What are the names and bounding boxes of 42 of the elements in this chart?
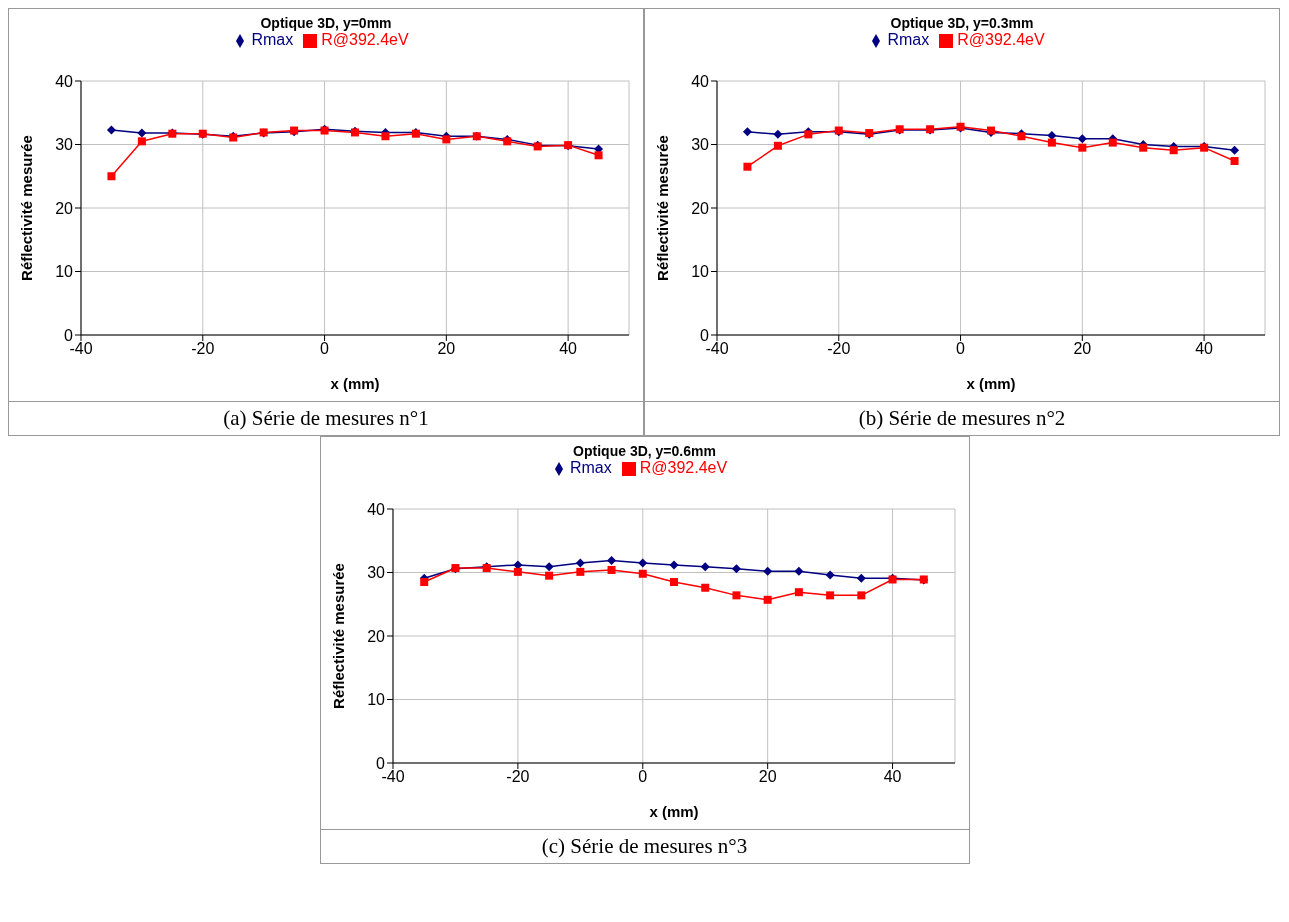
legend-label: R@392.4eV [639,459,728,476]
x-tick-label: 20 [1073,340,1092,358]
x-tick-label: 0 [956,340,966,358]
chart-title: Optique 3D, y=0.3mm [889,14,1035,31]
chart-title: Optique 3D, y=0.6mm [572,442,717,459]
legend-label: R@392.4eV [321,31,409,48]
x-tick-label: -20 [505,768,530,786]
x-axis-title: x (mm) [648,803,699,820]
legend-label: Rmax [251,31,294,48]
y-tick-label: 20 [55,199,74,217]
x-tick-label: 40 [559,340,578,358]
chart-title: Optique 3D, y=0mm [259,14,393,31]
y-tick-label: 10 [691,263,710,281]
text: (b) Série de mesures n°2 [645,401,1279,435]
x-tick-label: 0 [320,340,330,358]
y-tick-label: 30 [691,136,710,154]
legend-label: R@392.4eV [957,31,1045,48]
y-tick-label: 10 [366,691,385,709]
x-tick-label: 40 [883,768,902,786]
y-tick-label: 30 [55,136,74,154]
x-tick-label: 20 [758,768,777,786]
text: (a) Série de mesures n°1 [9,401,643,435]
y-tick-label: 40 [366,500,385,518]
y-axis-title: Réflectivité mesurée [18,135,36,281]
x-axis-title: x (mm) [966,375,1016,392]
y-tick-label: 20 [691,199,710,217]
legend-label: Rmax [569,459,612,476]
y-tick-label: 20 [366,627,385,645]
x-tick-label: 20 [437,340,456,358]
y-axis-title: Réflectivité mesurée [654,135,672,281]
y-tick-label: 10 [55,263,74,281]
y-tick-label: 30 [366,564,385,582]
x-axis-title: x (mm) [330,375,380,392]
x-tick-label: -20 [191,340,215,358]
text: (c) Série de mesures n°3 [320,829,969,863]
y-axis-title: Réflectivité mesurée [329,563,347,709]
y-tick-label: 40 [691,72,710,90]
x-tick-label: -20 [827,340,851,358]
legend-label: Rmax [887,31,930,48]
x-tick-label: 0 [637,768,647,786]
x-tick-label: 40 [1195,340,1214,358]
y-tick-label: 40 [55,72,74,90]
